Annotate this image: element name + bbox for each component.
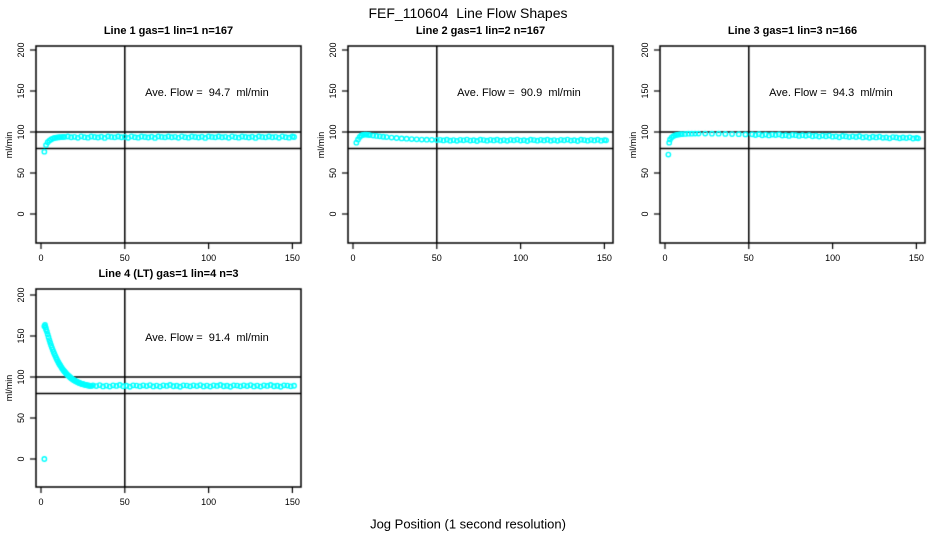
y-tick-label: 50 [328,167,338,179]
y-tick-label: 50 [16,412,26,424]
x-tick-label: 100 [201,253,217,263]
x-tick-label: 150 [284,497,300,507]
y-tick-label: 100 [16,369,26,385]
panel-title: Line 2 gas=1 lin=2 n=167 [415,25,546,37]
x-tick-label: 100 [825,253,841,263]
y-tick-label: 50 [16,167,26,179]
avg-flow-annotation: Ave. Flow = 91.4 ml/min [145,331,269,344]
y-axis-label: ml/min [628,131,638,158]
x-tick-label: 0 [662,253,668,263]
panel-title: Line 3 gas=1 lin=3 n=166 [727,25,858,37]
y-tick-label: 150 [16,83,26,99]
x-tick-label: 50 [119,253,130,263]
x-tick-label: 0 [38,497,44,507]
y-tick-label: 200 [16,42,26,58]
y-tick-label: 150 [328,83,338,99]
x-tick-label: 50 [431,253,442,263]
x-tick-label: 0 [350,253,356,263]
y-tick-label: 100 [328,124,338,140]
y-tick-label: 200 [328,42,338,58]
y-axis-label: ml/min [4,374,14,402]
y-tick-label: 150 [16,328,26,344]
panel-title: Line 1 gas=1 lin=1 n=167 [103,25,234,37]
y-axis-label: ml/min [316,131,326,158]
y-tick-label: 0 [640,211,650,217]
figure-title: FEF_110604 Line Flow Shapes [368,5,568,21]
x-tick-label: 0 [38,253,44,263]
avg-flow-annotation: Ave. Flow = 94.3 ml/min [769,86,893,99]
x-tick-label: 100 [201,497,217,507]
x-tick-label: 100 [513,253,529,263]
y-axis-label: ml/min [4,131,14,158]
x-tick-label: 150 [908,253,924,263]
x-tick-label: 150 [596,253,612,263]
y-tick-label: 0 [16,211,26,217]
y-tick-label: 0 [328,211,338,217]
y-tick-label: 100 [640,124,650,140]
x-tick-label: 50 [743,253,754,263]
y-tick-label: 50 [640,167,650,179]
avg-flow-annotation: Ave. Flow = 90.9 ml/min [457,86,581,99]
y-tick-label: 100 [16,124,26,140]
avg-flow-annotation: Ave. Flow = 94.7 ml/min [145,86,269,99]
panel-title: Line 4 (LT) gas=1 lin=4 n=3 [98,268,239,280]
y-tick-label: 200 [640,42,650,58]
y-tick-label: 200 [16,287,26,303]
x-axis-figure-label: Jog Position (1 second resolution) [370,516,566,532]
x-tick-label: 150 [284,253,300,263]
y-tick-label: 150 [640,83,650,99]
x-tick-label: 50 [119,497,130,507]
y-tick-label: 0 [16,456,26,462]
